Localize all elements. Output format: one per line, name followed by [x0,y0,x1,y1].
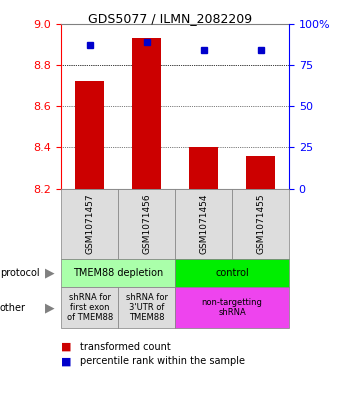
Text: GSM1071455: GSM1071455 [256,194,265,254]
Text: GSM1071456: GSM1071456 [142,194,151,254]
Text: transformed count: transformed count [80,342,171,352]
Text: control: control [215,268,249,278]
Text: ▶: ▶ [45,266,54,280]
Bar [75,81,104,189]
Text: GDS5077 / ILMN_2082209: GDS5077 / ILMN_2082209 [88,12,252,25]
Text: shRNA for
3'UTR of
TMEM88: shRNA for 3'UTR of TMEM88 [125,293,168,322]
Text: ■: ■ [61,356,72,366]
Text: GSM1071454: GSM1071454 [199,194,208,254]
Text: percentile rank within the sample: percentile rank within the sample [80,356,245,366]
Text: protocol: protocol [0,268,40,278]
Text: GSM1071457: GSM1071457 [85,194,94,254]
Text: ■: ■ [61,342,72,352]
Bar [246,156,275,189]
Text: ▶: ▶ [45,301,54,314]
Text: other: other [0,303,26,312]
Text: TMEM88 depletion: TMEM88 depletion [73,268,163,278]
Text: shRNA for
first exon
of TMEM88: shRNA for first exon of TMEM88 [67,293,113,322]
Text: non-targetting
shRNA: non-targetting shRNA [202,298,262,317]
Bar [189,147,218,189]
Bar [132,38,161,189]
